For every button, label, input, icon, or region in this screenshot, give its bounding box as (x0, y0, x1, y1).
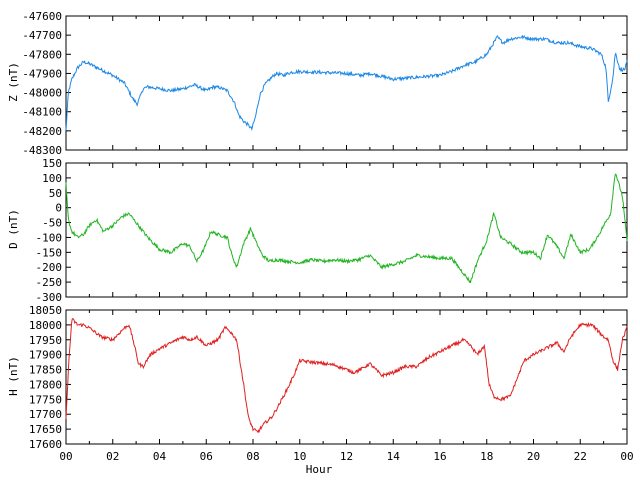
x-tick-label: 02 (106, 450, 119, 463)
y-tick-label: 17650 (29, 423, 62, 436)
x-tick-label: 20 (527, 450, 540, 463)
plot-frame (65, 15, 628, 151)
x-tick-label: 00 (620, 450, 633, 463)
plot-frame (65, 162, 628, 298)
y-tick-label: -150 (36, 246, 63, 259)
y-tick-label: -50 (42, 217, 62, 230)
y-tick-label: 150 (42, 157, 62, 170)
x-tick-label: 12 (340, 450, 353, 463)
series-line (65, 317, 628, 434)
y-tick-label: 0 (55, 202, 62, 215)
x-tick-label: 10 (293, 450, 306, 463)
series-line (65, 173, 628, 284)
y-tick-label: -100 (36, 231, 63, 244)
x-tick-label: 00 (59, 450, 72, 463)
y-tick-label: -47700 (22, 29, 62, 42)
x-tick-label: 18 (480, 450, 493, 463)
y-tick-label: -47800 (22, 48, 62, 61)
y-tick-label: -48300 (22, 144, 62, 157)
d-axis-title: D (nT) (7, 209, 20, 249)
y-tick-label: -48000 (22, 87, 62, 100)
y-tick-label: -47900 (22, 67, 62, 80)
y-tick-label: 100 (42, 172, 62, 185)
y-tick-label: 17900 (29, 349, 62, 362)
y-tick-label: 18050 (29, 304, 62, 317)
y-tick-label: 50 (49, 187, 62, 200)
series-line (65, 34, 628, 131)
y-tick-label: 18000 (29, 319, 62, 332)
z-panel: Z (nT) -48300 -48200 -48100 -48000 -47900 -47… (7, 10, 628, 157)
y-tick-label: 17750 (29, 393, 62, 406)
x-tick-label: 06 (200, 450, 213, 463)
d-panel: D (nT) -300 -250 -200 -150 -100-50 0 50 100 150 (7, 157, 628, 304)
x-tick-label: 04 (153, 450, 167, 463)
y-tick-label: 17950 (29, 334, 62, 347)
plot-frame (65, 309, 628, 445)
y-tick-label: 17800 (29, 378, 62, 391)
x-tick-label: 08 (246, 450, 259, 463)
y-tick-label: 17700 (29, 408, 62, 421)
y-tick-label: 17600 (29, 438, 62, 451)
x-tick-label: 22 (574, 450, 587, 463)
y-tick-label: 17850 (29, 364, 62, 377)
y-tick-label: -47600 (22, 10, 62, 23)
h-axis-title: H (nT) (7, 356, 20, 396)
x-tick-label: 14 (387, 450, 401, 463)
y-tick-label: -300 (36, 291, 63, 304)
y-tick-label: -48200 (22, 125, 62, 138)
x-tick-label: 16 (433, 450, 446, 463)
y-tick-label: -250 (36, 276, 63, 289)
x-axis-title: Hour (306, 463, 333, 476)
y-tick-label: -200 (36, 261, 63, 274)
y-tick-label: -48100 (22, 106, 62, 119)
z-axis-title: Z (nT) (7, 62, 20, 102)
